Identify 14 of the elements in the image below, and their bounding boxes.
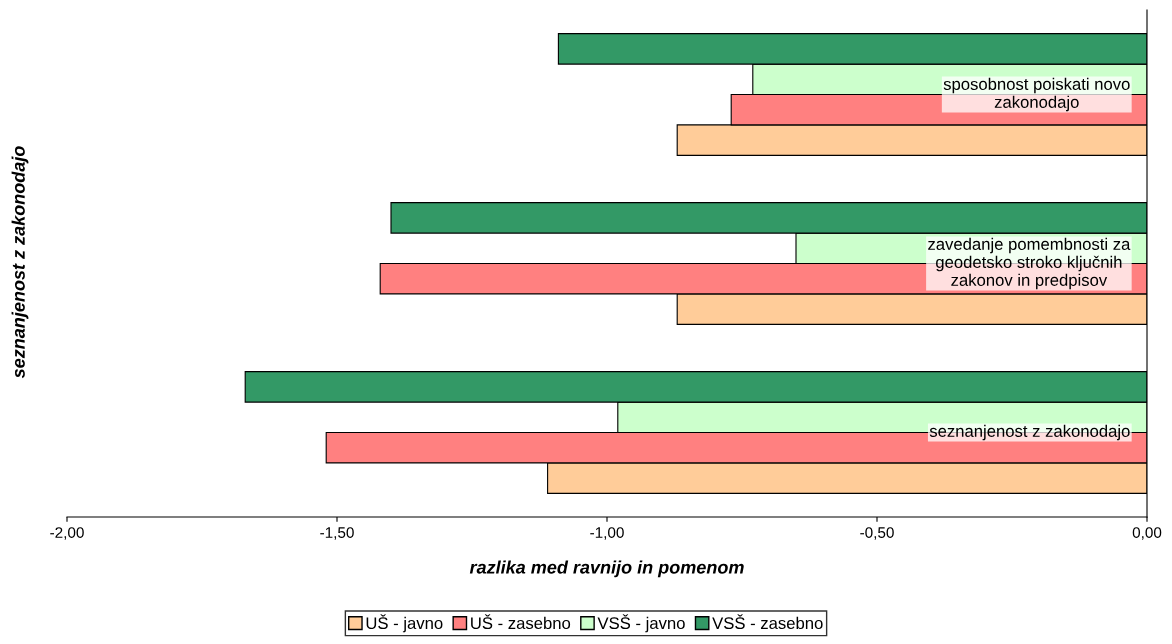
x-tick-label: -2,00 <box>50 527 84 540</box>
x-tick-label: -0,50 <box>860 527 894 540</box>
y-tick-label: zavedanje pomembnosti za geodetsko stroko ključnih zakonov in predpisov <box>928 237 1131 290</box>
y-axis-title: seznanjenost z zakonodajo <box>11 146 29 379</box>
x-tick-label: 0,00 <box>1132 527 1162 540</box>
x-axis-title: razlika med ravnijo in pomenom <box>469 560 744 578</box>
y-tick-label: seznanjenost z zakonodajo <box>929 424 1130 441</box>
legend-label: VSŠ - javno <box>597 614 685 633</box>
legend-label: UŠ - zasebno <box>471 614 571 630</box>
legend-label: UŠ - javno <box>366 614 443 633</box>
legend-label: VSŠ - zasebno <box>712 614 823 630</box>
x-tick-label: -1,00 <box>590 527 624 540</box>
x-tick-label: -1,50 <box>320 527 354 540</box>
y-tick-label: sposobnost poiskati novo zakonodajo <box>943 77 1130 112</box>
